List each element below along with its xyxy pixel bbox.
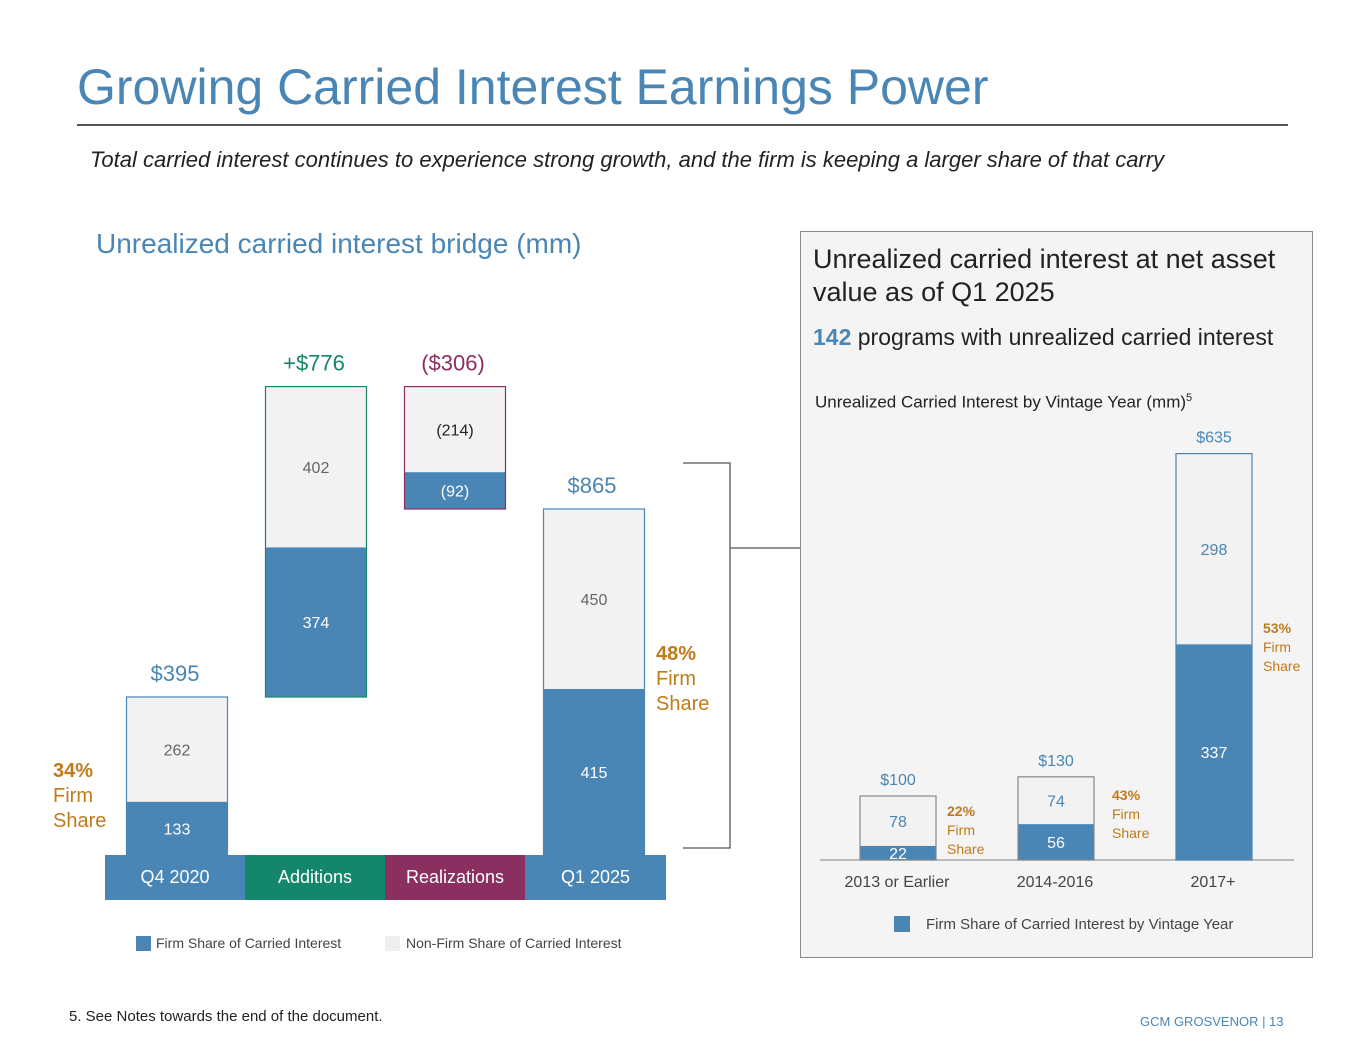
bar-firm-0 (126, 801, 228, 855)
firm-share-pct: 43% (1112, 787, 1141, 803)
bar-label-firm: (92) (441, 484, 469, 501)
firm-share-annotation-2013: 22% Firm Share (947, 802, 984, 859)
legend-label-firm: Firm Share of Carried Interest (156, 935, 342, 951)
firm-share-annotation-2014: 43% Firm Share (1112, 786, 1149, 843)
bar-label-nonfirm: 450 (581, 592, 608, 609)
category-label: Realizations (406, 867, 504, 887)
vintage-label-nonfirm: 74 (1047, 793, 1065, 810)
legend-label-vintage-firm: Firm Share of Carried Interest by Vintag… (926, 916, 1234, 933)
bridge-chart-title: Unrealized carried interest bridge (mm) (96, 228, 582, 259)
vintage-category-label: 2013 or Earlier (845, 874, 951, 891)
vintage-total-label: $100 (880, 772, 916, 789)
vintage-bar-nonfirm-2 (1176, 453, 1252, 645)
vintage-label-firm: 337 (1201, 745, 1228, 762)
legend-label-nonfirm: Non-Firm Share of Carried Interest (406, 935, 622, 951)
bar-total-label: $865 (568, 473, 617, 498)
category-band-1 (245, 855, 385, 900)
vintage-category-label: 2017+ (1191, 874, 1236, 891)
firm-share-word: Share (947, 841, 985, 857)
vintage-label-nonfirm: 298 (1201, 542, 1228, 559)
vintage-category-label: 2014-2016 (1017, 874, 1094, 891)
vintage-bar-firm-2 (1176, 644, 1252, 860)
vintage-label-nonfirm: 78 (889, 814, 907, 831)
firm-share-pct: 48% (656, 643, 697, 665)
programs-line: 142 programs with unrealized carried int… (813, 324, 1273, 351)
bar-firm-1 (265, 547, 367, 697)
footnote-ref: 5 (1186, 392, 1193, 404)
category-band-2 (385, 855, 525, 900)
firm-share-word: Share (656, 693, 710, 715)
bar-label-nonfirm: (214) (436, 422, 473, 439)
firm-share-pct: 34% (53, 760, 94, 782)
page-subtitle: Total carried interest continues to expe… (90, 147, 1165, 172)
firm-share-word: Share (1112, 825, 1150, 841)
bar-label-nonfirm: 402 (303, 460, 330, 477)
legend-swatch-vintage-firm (894, 916, 910, 932)
bar-label-firm: 374 (303, 615, 330, 632)
vintage-bar-firm-0 (860, 845, 936, 860)
firm-share-word: Firm (947, 822, 975, 838)
vintage-chart-title: Unrealized Carried Interest by Vintage Y… (815, 392, 1192, 413)
footer-brand: GCM GROSVENOR | 13 (1140, 1014, 1284, 1029)
programs-count: 142 (813, 324, 852, 350)
vintage-bar-outline-0 (859, 795, 937, 861)
category-band-3 (525, 855, 666, 900)
bar-outline-2 (403, 386, 507, 510)
vintage-label-firm: 56 (1047, 835, 1065, 852)
vintage-bar-nonfirm-0 (860, 796, 936, 846)
vintage-bar-firm-1 (1018, 824, 1094, 860)
firm-share-pct: 53% (1263, 620, 1292, 636)
vintage-chart-title-text: Unrealized Carried Interest by Vintage Y… (815, 392, 1187, 412)
vintage-bar-outline-1 (1017, 776, 1095, 861)
vintage-bar-outline-2 (1175, 453, 1253, 861)
programs-text: programs with unrealized carried interes… (851, 324, 1274, 350)
firm-share-word: Firm (1263, 639, 1291, 655)
page-title: Growing Carried Interest Earnings Power (77, 59, 989, 115)
vintage-total-label: $130 (1038, 753, 1074, 770)
title-divider (77, 124, 1288, 126)
firm-share-annotation-2017: 53% Firm Share (1263, 619, 1300, 676)
firm-share-word: Share (53, 810, 107, 832)
bar-outline-1 (264, 386, 368, 698)
vintage-bar-nonfirm-1 (1018, 776, 1094, 825)
firm-share-word: Share (1263, 658, 1301, 674)
legend-swatch-firm (136, 936, 151, 951)
footnote: 5. See Notes towards the end of the docu… (69, 1008, 383, 1025)
category-label: Q4 2020 (140, 867, 209, 887)
firm-share-word: Firm (656, 668, 696, 690)
vintage-total-label: $635 (1196, 430, 1232, 447)
panel-heading: Unrealized carried interest at net asset… (813, 244, 1276, 307)
bar-nonfirm-2 (404, 386, 506, 473)
firm-share-word: Firm (53, 785, 93, 807)
category-label: Additions (278, 867, 352, 887)
bracket (683, 462, 731, 849)
vintage-label-firm: 22 (889, 846, 907, 863)
firm-share-pct: 22% (947, 803, 976, 819)
bar-total-label: $395 (151, 661, 200, 686)
category-band-0 (105, 855, 245, 900)
category-label: Q1 2025 (561, 867, 630, 887)
firm-share-annotation-q4-2020: 34% Firm Share (53, 759, 106, 834)
bar-label-firm: 415 (581, 765, 608, 782)
bar-label-firm: 133 (164, 821, 191, 838)
bar-total-label: +$776 (283, 351, 345, 376)
bar-label-nonfirm: 262 (164, 742, 191, 759)
bar-nonfirm-3 (543, 509, 645, 689)
bar-nonfirm-1 (265, 386, 367, 548)
legend-swatch-nonfirm (385, 936, 400, 951)
firm-share-annotation-q1-2025: 48% Firm Share (656, 642, 709, 717)
bar-total-label: ($306) (421, 351, 485, 376)
bar-nonfirm-0 (126, 697, 228, 802)
firm-share-word: Firm (1112, 806, 1140, 822)
bar-firm-3 (543, 689, 645, 855)
bar-firm-2 (404, 472, 506, 509)
